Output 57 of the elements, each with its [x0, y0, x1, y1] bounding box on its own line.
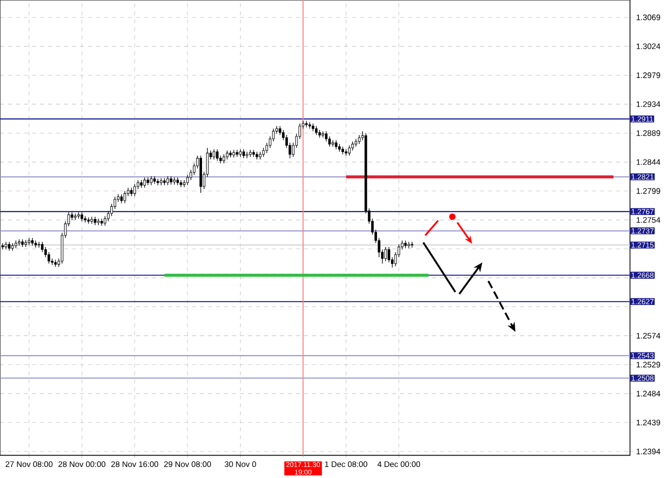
candlestick	[38, 241, 40, 248]
candlestick	[120, 194, 123, 204]
x-tick-label: 29 Nov 08:00	[164, 461, 212, 468]
candlestick	[143, 177, 146, 188]
candlestick	[384, 246, 387, 262]
candlestick	[358, 134, 361, 144]
candlestick	[344, 148, 348, 156]
y-tick-label: 1.3069	[636, 14, 660, 20]
candlestick	[153, 176, 156, 184]
y-tick-label: 1.2529	[636, 362, 660, 368]
y-tick-label: 1.2799	[636, 188, 660, 194]
x-tick-label: 28 Nov 00:00	[58, 461, 106, 468]
y-tick-label: 1.2574	[636, 332, 660, 339]
candlestick	[315, 126, 318, 136]
candlestick	[219, 155, 222, 164]
candlestick	[80, 212, 84, 222]
candlestick	[348, 145, 351, 156]
candlestick	[124, 190, 126, 204]
x-tick-label: 4 Dec 00:00	[377, 461, 420, 468]
y-tick-label: 1.3024	[636, 43, 660, 50]
x-tick-label: 1 Dec 08:00	[325, 461, 368, 468]
candlestick	[180, 180, 182, 188]
candlestick	[133, 184, 136, 196]
candlestick	[54, 259, 57, 268]
y-tick-label: 1.2844	[636, 159, 660, 165]
x-tick-label: 30 Nov 0	[224, 461, 256, 468]
x-tick-label: 27 Nov 08:00	[6, 461, 53, 468]
candlestick	[305, 120, 308, 128]
y-tick-label: 1.2394	[636, 448, 660, 454]
y-tick-label: 1.2484	[636, 390, 660, 396]
candlestick	[11, 242, 14, 252]
y-tick-label: 1.2889	[636, 130, 660, 136]
x-tick-label: 28 Nov 16:00	[111, 461, 158, 468]
candlestick	[242, 148, 245, 159]
candlestick	[212, 148, 216, 160]
candlestick	[87, 217, 90, 224]
y-tick-label: 1.2754	[636, 217, 660, 223]
y-tick-label: 1.2979	[636, 72, 660, 78]
candlestick	[216, 148, 219, 162]
candlestick	[166, 176, 170, 186]
candlestick	[226, 150, 228, 160]
candlestick	[163, 178, 166, 186]
candlestick	[338, 144, 341, 152]
candlestick	[222, 154, 226, 164]
y-tick-label: 1.2934	[636, 101, 660, 108]
candlestick	[246, 151, 248, 159]
candlestick	[8, 241, 11, 252]
candlestick	[322, 130, 324, 138]
candlestick	[266, 142, 268, 154]
candlestick	[236, 150, 238, 158]
candlestick	[334, 140, 338, 150]
candlestick	[21, 238, 24, 248]
candlestick	[410, 241, 414, 248]
candlestick	[150, 176, 152, 186]
candlestick	[351, 141, 354, 151]
y-tick-label: 1.2439	[636, 420, 660, 426]
candlestick	[70, 212, 74, 220]
